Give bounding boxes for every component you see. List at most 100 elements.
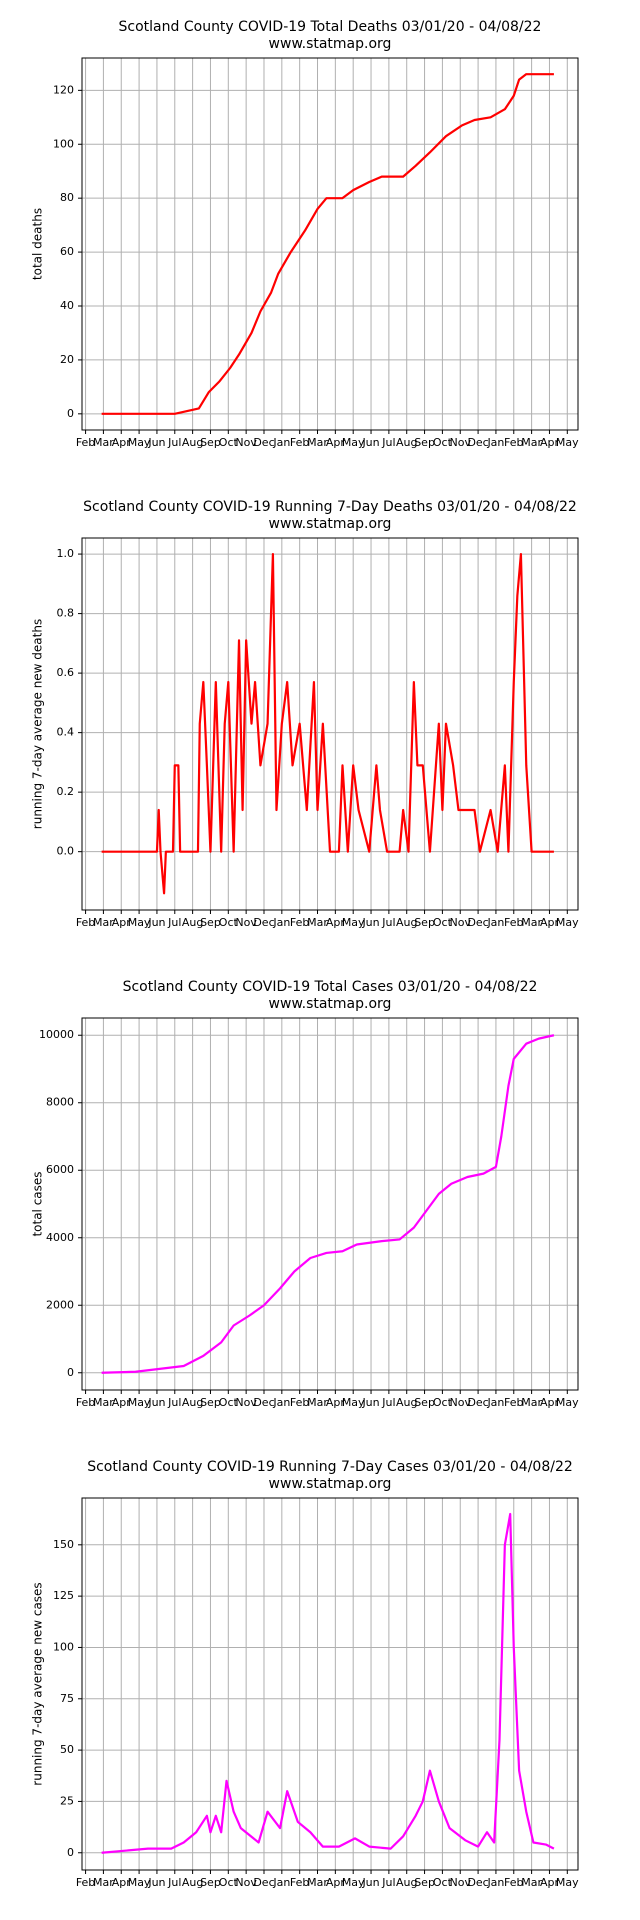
x-tick-label: Oct xyxy=(433,436,453,449)
x-tick-label: Sep xyxy=(414,1876,435,1889)
x-tick-label: Jul xyxy=(167,916,181,929)
y-axis-label: running 7-day average new deaths xyxy=(31,619,45,829)
x-tick-label: Feb xyxy=(290,1396,309,1409)
y-tick-label: 0.6 xyxy=(57,666,75,679)
x-tick-label: Jul xyxy=(381,916,395,929)
y-tick-label: 100 xyxy=(53,137,74,150)
x-tick-label: Mar xyxy=(93,916,114,929)
x-tick-label: Feb xyxy=(76,1396,95,1409)
x-tick-label: Oct xyxy=(433,916,453,929)
chart-subtitle: www.statmap.org xyxy=(269,996,392,1012)
x-tick-label: May xyxy=(556,1876,579,1889)
x-tick-label: Oct xyxy=(433,1876,453,1889)
x-tick-label: Jul xyxy=(381,1876,395,1889)
y-tick-label: 150 xyxy=(53,1538,74,1551)
y-tick-label: 0.8 xyxy=(57,607,75,620)
x-tick-label: Aug xyxy=(182,916,203,929)
x-tick-label: Sep xyxy=(414,436,435,449)
x-tick-label: May xyxy=(342,1876,365,1889)
chart: Scotland County COVID-19 Total Deaths 03… xyxy=(31,19,580,449)
x-tick-label: Nov xyxy=(450,1396,472,1409)
x-tick-label: Feb xyxy=(76,436,95,449)
x-tick-label: Dec xyxy=(253,436,274,449)
x-tick-label: Jun xyxy=(361,436,379,449)
x-tick-label: Apr xyxy=(326,1876,346,1889)
x-tick-label: Dec xyxy=(253,1396,274,1409)
x-tick-label: Jan xyxy=(486,1396,504,1409)
x-tick-label: Apr xyxy=(540,916,560,929)
x-tick-label: Aug xyxy=(182,1876,203,1889)
x-tick-label: Jul xyxy=(167,1396,181,1409)
x-tick-label: Mar xyxy=(93,436,114,449)
x-tick-label: Nov xyxy=(235,916,257,929)
x-tick-label: Mar xyxy=(307,1396,328,1409)
chart-subtitle: www.statmap.org xyxy=(269,36,392,52)
x-tick-label: Nov xyxy=(235,1396,257,1409)
x-tick-label: Jun xyxy=(361,1396,379,1409)
x-tick-label: Dec xyxy=(467,1396,488,1409)
x-tick-label: Aug xyxy=(396,1876,417,1889)
x-tick-label: Nov xyxy=(235,436,257,449)
x-tick-label: Mar xyxy=(307,436,328,449)
y-tick-label: 8000 xyxy=(46,1096,74,1109)
y-tick-label: 6000 xyxy=(46,1163,74,1176)
x-tick-label: Nov xyxy=(450,1876,472,1889)
x-tick-label: Nov xyxy=(450,916,472,929)
x-tick-label: Apr xyxy=(326,1396,346,1409)
x-tick-label: Sep xyxy=(200,1876,221,1889)
x-tick-label: Feb xyxy=(290,1876,309,1889)
chart-title: Scotland County COVID-19 Total Deaths 03… xyxy=(119,19,542,35)
x-tick-label: Oct xyxy=(219,1396,239,1409)
data-line xyxy=(101,552,554,895)
y-tick-label: 50 xyxy=(60,1743,74,1756)
y-axis-label: total cases xyxy=(31,1171,45,1236)
x-tick-label: Aug xyxy=(182,1396,203,1409)
y-tick-label: 120 xyxy=(53,83,74,96)
x-tick-label: May xyxy=(556,916,579,929)
y-tick-label: 1.0 xyxy=(57,547,75,560)
x-tick-label: Feb xyxy=(504,436,523,449)
x-tick-label: Aug xyxy=(182,436,203,449)
x-tick-label: Jul xyxy=(167,1876,181,1889)
x-tick-label: Oct xyxy=(433,1396,453,1409)
y-tick-label: 0 xyxy=(67,1846,74,1859)
x-tick-label: Apr xyxy=(540,1396,560,1409)
y-tick-label: 0 xyxy=(67,1366,74,1379)
y-tick-label: 0.0 xyxy=(57,845,75,858)
x-tick-label: May xyxy=(128,916,151,929)
x-tick-label: Feb xyxy=(504,1876,523,1889)
x-tick-label: Jan xyxy=(272,1396,290,1409)
x-tick-label: May xyxy=(556,436,579,449)
x-tick-label: Jan xyxy=(272,1876,290,1889)
y-tick-label: 60 xyxy=(60,245,74,258)
x-tick-label: Jan xyxy=(272,436,290,449)
x-tick-label: Sep xyxy=(200,1396,221,1409)
x-tick-label: Jun xyxy=(147,1396,165,1409)
x-tick-label: Oct xyxy=(219,436,239,449)
x-tick-label: Mar xyxy=(521,916,542,929)
x-tick-label: Apr xyxy=(326,916,346,929)
x-tick-label: May xyxy=(128,1396,151,1409)
x-tick-label: Oct xyxy=(219,1876,239,1889)
x-tick-label: Mar xyxy=(521,1876,542,1889)
x-tick-label: Dec xyxy=(467,436,488,449)
x-tick-label: Apr xyxy=(326,436,346,449)
x-tick-label: Sep xyxy=(200,916,221,929)
x-tick-label: Sep xyxy=(414,1396,435,1409)
y-tick-label: 100 xyxy=(53,1640,74,1653)
x-tick-label: Jan xyxy=(272,916,290,929)
x-tick-label: May xyxy=(128,436,151,449)
y-tick-label: 80 xyxy=(60,191,74,204)
x-tick-label: Jan xyxy=(486,436,504,449)
x-tick-label: Apr xyxy=(112,436,132,449)
x-tick-label: Jan xyxy=(486,916,504,929)
x-tick-label: Feb xyxy=(76,916,95,929)
chart-subtitle: www.statmap.org xyxy=(269,1476,392,1492)
x-tick-label: Nov xyxy=(450,436,472,449)
x-tick-label: Sep xyxy=(414,916,435,929)
x-tick-label: Mar xyxy=(307,916,328,929)
x-tick-label: Aug xyxy=(396,916,417,929)
x-tick-label: Feb xyxy=(290,916,309,929)
plot-frame xyxy=(81,1497,579,1871)
